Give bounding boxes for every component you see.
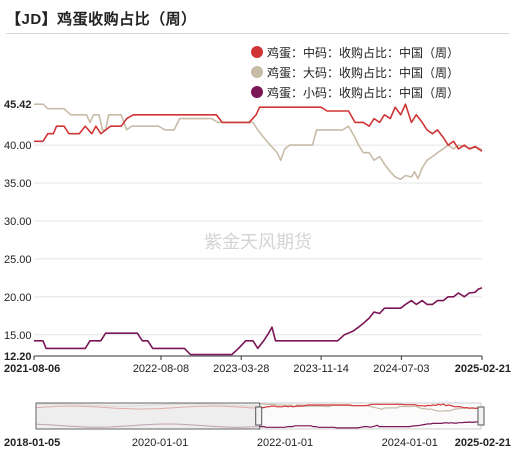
- legend-label-medium: 鸡蛋：中码：收购占比：中国（周）: [267, 45, 460, 60]
- navigator-handle-left[interactable]: [255, 406, 263, 426]
- series-line-medium: [34, 103, 483, 152]
- navigator-tick-label: 2024-01-01: [382, 437, 438, 449]
- watermark-text: 紫金天风期货: [204, 232, 312, 252]
- navigator-handle-right[interactable]: [477, 406, 485, 426]
- navigator-line-small: [259, 420, 482, 429]
- navigator-tick-label: 2018-01-05: [4, 437, 60, 449]
- legend-dot-medium: [251, 46, 263, 58]
- chart-title: 【JD】鸡蛋收购占比（周）: [6, 11, 197, 28]
- y-tick-label: 45.42: [4, 99, 32, 111]
- navigator-history-line: [35, 405, 260, 410]
- navigator-history-line: [35, 423, 260, 428]
- legend-item-medium[interactable]: 鸡蛋：中码：收购占比：中国（周）: [251, 42, 459, 62]
- y-tick-label: 20.00: [4, 292, 32, 304]
- legend-dot-small: [251, 86, 263, 98]
- navigator-window[interactable]: [35, 402, 261, 430]
- x-tick-label: 2023-11-14: [293, 363, 348, 375]
- navigator-tick-label: 2022-01-01: [257, 437, 313, 449]
- x-tick-label: 2024-07-03: [373, 363, 429, 375]
- legend-item-large[interactable]: 鸡蛋：大码：收购占比：中国（周）: [251, 62, 459, 82]
- series-line-small: [34, 286, 483, 356]
- x-tick-label: 2023-03-28: [213, 363, 269, 375]
- y-tick-label: 35.00: [4, 178, 32, 190]
- navigator-tick-label: 2020-01-01: [132, 437, 188, 449]
- chart-legend: 鸡蛋：中码：收购占比：中国（周） 鸡蛋：大码：收购占比：中国（周） 鸡蛋：小码：…: [251, 42, 459, 102]
- legend-item-small[interactable]: 鸡蛋：小码：收购占比：中国（周）: [251, 82, 459, 102]
- navigator-line-medium: [259, 403, 482, 410]
- y-tick-label: 12.20: [4, 351, 32, 363]
- y-tick-label: 40.00: [4, 140, 32, 152]
- title-divider: [6, 33, 509, 34]
- legend-label-small: 鸡蛋：小码：收购占比：中国（周）: [267, 85, 460, 100]
- series-line-large: [34, 103, 483, 181]
- y-tick-label: 25.00: [4, 254, 32, 266]
- y-tick-label: 30.00: [4, 216, 32, 228]
- navigator-history-line: [35, 403, 260, 407]
- navigator-tick-label: 2025-02-21: [455, 437, 511, 449]
- x-tick-label: 2022-08-08: [133, 363, 189, 375]
- x-tick-label: 2025-02-21: [455, 363, 511, 375]
- legend-dot-large: [251, 66, 263, 78]
- y-tick-label: 15.00: [4, 330, 32, 342]
- legend-label-large: 鸡蛋：大码：收购占比：中国（周）: [267, 65, 460, 80]
- x-tick-label: 2021-08-06: [4, 363, 60, 375]
